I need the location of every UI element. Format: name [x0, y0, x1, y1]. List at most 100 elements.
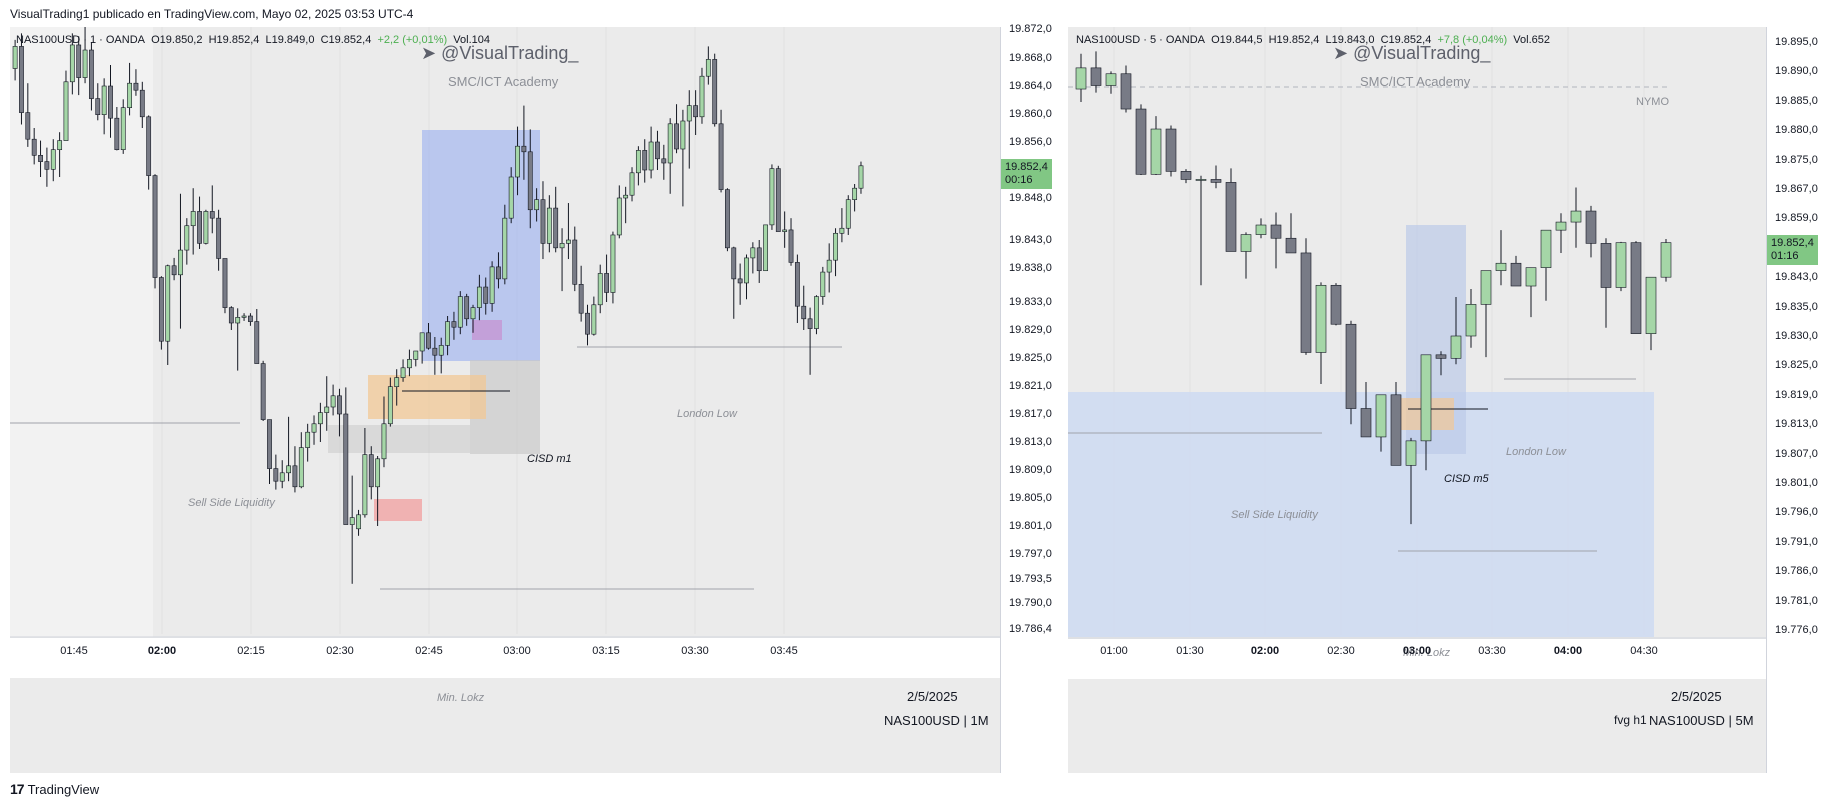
candle-body [394, 377, 400, 388]
symbol-timeframe: NAS100USD | 5M [1649, 713, 1754, 728]
candle-body [298, 447, 304, 488]
candle-body [76, 44, 82, 78]
candle-body [1105, 73, 1117, 86]
candle-body [254, 321, 260, 364]
price-tick-label: 19.776,0 [1775, 624, 1818, 636]
legend-close: C19.852,4 [1380, 34, 1432, 46]
candle-body [534, 199, 540, 211]
candle-body [661, 158, 667, 164]
candle-body [852, 187, 858, 200]
candle-body [44, 161, 50, 170]
candle-body [686, 105, 692, 122]
candle-body [1150, 128, 1162, 175]
price-axis-5m[interactable]: 19.895,0 19.890,0 19.885,0 19.880,0 19.875,0… [1766, 27, 1838, 773]
chart-panel-1m[interactable]: NAS100USD · 1 · OANDA O19.850,2 H19.852,… [10, 27, 1000, 773]
candle-body [19, 46, 24, 113]
price-tick-label: 19.801,0 [1009, 520, 1052, 532]
candle-body [527, 151, 533, 211]
candle-body [1615, 242, 1627, 288]
candle-countdown: 01:16 [1771, 249, 1799, 262]
tradingview-footer[interactable]: 17 TradingView [10, 781, 99, 797]
candlestick-chart-5m[interactable] [1068, 27, 1766, 773]
label-sell-side-liquidity: Sell Side Liquidity [1231, 509, 1318, 521]
price-tick-label: 19.821,0 [1009, 380, 1052, 392]
candle-body [496, 266, 501, 280]
candle-body [1450, 335, 1462, 359]
candle-body [502, 217, 508, 280]
candle-body [566, 239, 571, 244]
candle-body [1180, 171, 1192, 180]
time-tick-label: 01:00 [1100, 645, 1128, 657]
legend-high: H19.852,4 [208, 34, 260, 46]
candle-body [1525, 267, 1537, 287]
candle-body [680, 120, 686, 150]
time-tick-label: 02:30 [1327, 645, 1355, 657]
time-tick-label: 02:00 [147, 645, 177, 657]
candle-body [12, 46, 18, 69]
candle-body [833, 232, 838, 261]
time-tick-label: 01:30 [1176, 645, 1204, 657]
fvg-h1-label: fvg h1 [1614, 713, 1647, 727]
candle-body [814, 296, 819, 329]
price-tick-label: 19.825,0 [1775, 359, 1818, 372]
candle-body [209, 211, 215, 219]
legend-low: L19.849,0 [265, 34, 315, 46]
candle-body [464, 296, 470, 320]
legend-symbol: NAS100USD · 1 · OANDA [16, 34, 145, 46]
chart-panel-5m[interactable]: NAS100USD · 5 · OANDA O19.844,5 H19.852,… [1068, 27, 1766, 773]
candle-body [1225, 182, 1237, 252]
candle-body [788, 229, 794, 263]
candle-body [286, 465, 291, 474]
price-axis-1m[interactable]: 19.872,0 19.868,0 19.864,0 19.860,0 19.856,0… [1000, 23, 1058, 773]
candle-body [515, 145, 520, 178]
candle-body [57, 140, 63, 150]
candle-body [400, 367, 406, 378]
candle-body [457, 296, 463, 328]
candle-body [190, 211, 196, 227]
ohlc-legend-5m: NAS100USD · 5 · OANDA O19.844,5 H19.852,… [1076, 34, 1550, 46]
price-tick-label: 19.813,0 [1775, 418, 1818, 431]
legend-change: +7,8 (+0,04%) [1437, 34, 1508, 46]
candles [12, 27, 864, 584]
price-tick-label: 19.859,0 [1775, 212, 1818, 225]
label-cisd-m5: CISD m5 [1444, 473, 1489, 485]
price-tick-label: 19.793,5 [1009, 573, 1052, 585]
candle-body [674, 123, 679, 150]
candle-body [826, 259, 832, 273]
candlestick-chart-1m[interactable] [10, 27, 1000, 773]
price-tick-label: 19.786,4 [1009, 623, 1052, 635]
candle-body [820, 271, 826, 297]
candle-body [725, 189, 730, 249]
candle-body [216, 217, 222, 259]
candle-body [629, 172, 635, 196]
price-tick-label: 19.868,0 [1009, 52, 1052, 64]
last-price-value: 19.852,4 [1771, 236, 1814, 249]
time-tick-label: 03:00 [503, 645, 531, 657]
symbol-timeframe: NAS100USD | 1M [884, 713, 989, 728]
candle-body [235, 317, 241, 324]
candle-body [508, 176, 514, 219]
candle-body [127, 82, 132, 109]
candle-body [1420, 354, 1432, 442]
time-tick-label: 04:00 [1553, 645, 1583, 657]
ohlc-legend-1m: NAS100USD · 1 · OANDA O19.850,2 H19.852,… [16, 34, 490, 46]
candle-body [635, 150, 641, 174]
candle-body [260, 363, 266, 420]
candle-body [546, 207, 552, 244]
candle-body [356, 514, 361, 530]
candle-body [69, 44, 75, 83]
candle-body [731, 247, 737, 280]
candle-body [158, 277, 164, 342]
price-tick-label: 19.819,0 [1775, 388, 1818, 401]
candle-body [604, 273, 609, 293]
price-tick-label: 19.843,0 [1775, 271, 1818, 284]
candle-body [267, 419, 272, 469]
last-price-badge: 19.852,4 00:16 [1001, 159, 1052, 190]
session-shade [10, 27, 153, 637]
price-tick-label: 19.809,0 [1009, 464, 1052, 476]
candle-body [782, 229, 788, 232]
candle-body [438, 345, 444, 356]
price-tick-label: 19.856,0 [1009, 136, 1052, 148]
time-tick-label: 03:45 [770, 645, 798, 657]
price-tick-label: 19.848,0 [1009, 192, 1052, 204]
